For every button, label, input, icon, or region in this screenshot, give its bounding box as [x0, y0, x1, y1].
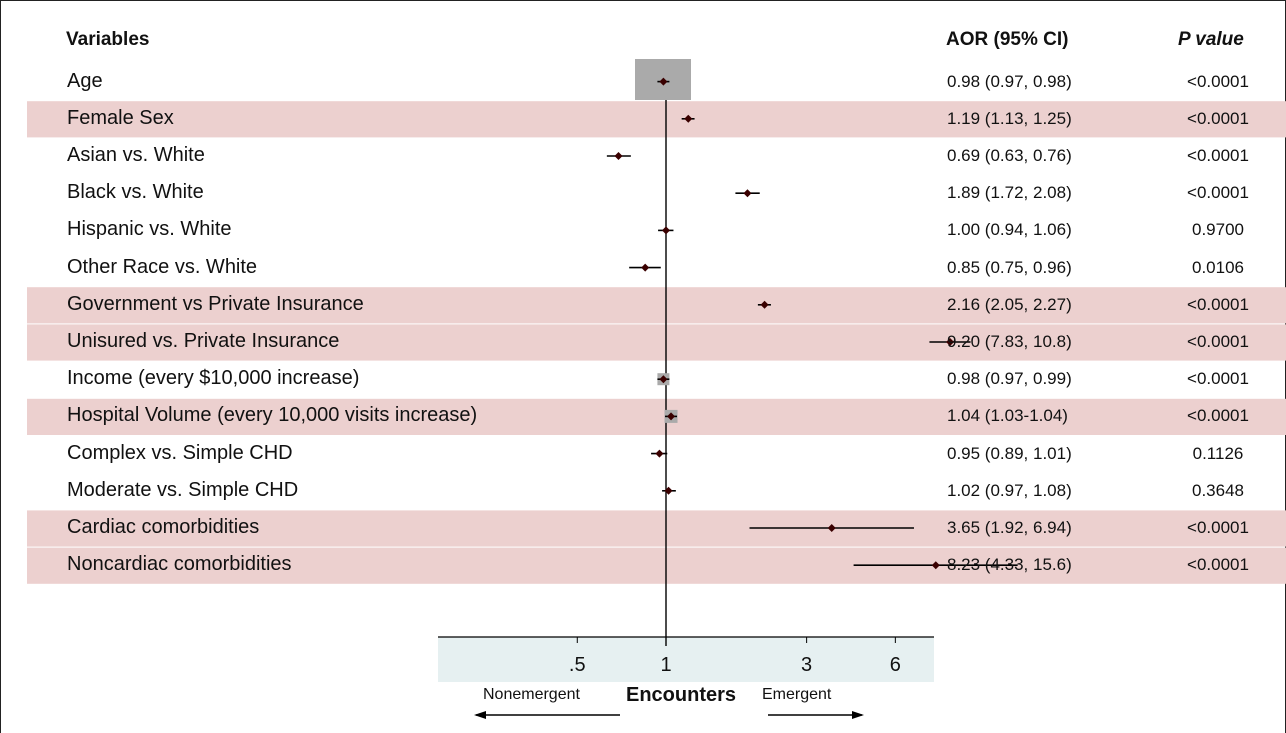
row-highlight-bands: [27, 101, 1286, 584]
x-tick-label: .5: [568, 654, 586, 676]
header-variables: Variables: [66, 29, 150, 50]
p-value: <0.0001: [1187, 108, 1249, 128]
aor-ci-value: 1.19 (1.13, 1.25): [947, 108, 1072, 128]
variable-label: Hospital Volume (every 10,000 visits inc…: [67, 404, 478, 427]
aor-ci-value: 0.98 (0.97, 0.99): [947, 369, 1072, 389]
aor-ci-value: 0.85 (0.75, 0.96): [947, 257, 1072, 277]
row-highlight-band: [27, 101, 1286, 138]
point-estimate-marker: [684, 114, 693, 123]
aor-ci-value: 8.23 (4.33, 15.6): [947, 555, 1072, 575]
row-highlight-band: [27, 324, 1286, 361]
p-value: <0.0001: [1187, 332, 1249, 351]
emergent-arrowhead: [852, 711, 864, 719]
aor-ci-value: 1.02 (0.97, 1.08): [947, 480, 1072, 500]
variable-label: Complex vs. Simple CHD: [67, 441, 293, 464]
point-estimate-marker: [659, 375, 668, 384]
point-estimate-marker: [614, 152, 623, 160]
p-value: 0.1126: [1192, 443, 1244, 463]
aor-ci-value: 0.69 (0.63, 0.76): [947, 146, 1072, 165]
point-estimate-marker: [655, 449, 664, 458]
p-value: <0.0001: [1187, 294, 1249, 314]
aor-ci-value: 0.98 (0.97, 0.98): [947, 71, 1072, 91]
point-estimate-marker: [946, 338, 955, 346]
variable-label: Government vs Private Insurance: [67, 292, 364, 315]
nonemergent-label: Nonemergent: [483, 686, 580, 703]
row-highlight-band: [27, 398, 1286, 435]
aor-ci-value: 0.95 (0.89, 1.01): [947, 443, 1072, 463]
row-highlight-band: [27, 547, 1286, 584]
x-tick-label: 1: [660, 654, 672, 676]
point-estimate-marker: [760, 300, 769, 309]
p-value: 0.0106: [1192, 257, 1244, 277]
x-axis-ticks: [576, 637, 896, 643]
row-highlight-band: [27, 510, 1286, 547]
variable-label: Cardiac comorbidities: [67, 516, 260, 538]
aor-ci-value: 9.20 (7.83, 10.8): [947, 332, 1072, 351]
p-value: <0.0001: [1187, 406, 1249, 426]
row-highlight-band: [27, 287, 1286, 324]
x-tick-label: 3: [801, 654, 813, 676]
point-estimate-marker: [659, 77, 668, 86]
aor-ci-value: 1.89 (1.72, 2.08): [947, 183, 1072, 203]
point-estimate-marker: [827, 524, 836, 532]
aor-ci-value: 2.16 (2.05, 2.27): [947, 294, 1072, 314]
axis-band: [438, 637, 934, 682]
variable-label: Black vs. White: [67, 181, 204, 204]
emergent-label: Emergent: [762, 686, 832, 703]
x-axis-title: Encounters: [626, 684, 737, 706]
variable-label: Asian vs. White: [67, 144, 205, 166]
aor-ci-value: 1.00 (0.94, 1.06): [947, 220, 1072, 240]
variable-label: Income (every $10,000 increase): [67, 367, 360, 390]
estimate-marks: [606, 59, 1018, 570]
point-estimate-marker: [662, 226, 670, 235]
header-pvalue: P value: [1178, 29, 1244, 50]
point-estimate-marker: [743, 189, 752, 198]
variable-label: Age: [67, 69, 103, 92]
p-value: <0.0001: [1187, 146, 1249, 165]
p-value: <0.0001: [1187, 71, 1249, 91]
p-value: <0.0001: [1187, 518, 1249, 537]
p-value: 0.3648: [1192, 480, 1244, 500]
point-estimate-marker: [931, 561, 940, 570]
p-value: 0.9700: [1192, 220, 1244, 240]
aor-ci-value: 1.04 (1.03-1.04): [947, 406, 1068, 426]
p-value: <0.0001: [1187, 555, 1249, 575]
header-aor: AOR (95% CI): [946, 29, 1069, 50]
variable-label: Female Sex: [67, 106, 174, 129]
aor-ci-value: 3.65 (1.92, 6.94): [947, 518, 1072, 537]
variable-label: Unisured vs. Private Insurance: [67, 330, 340, 352]
variable-label: Moderate vs. Simple CHD: [67, 478, 299, 501]
variable-label: Other Race vs. White: [67, 255, 258, 278]
variable-label: Noncardiac comorbidities: [67, 553, 292, 576]
p-value: <0.0001: [1187, 369, 1249, 389]
variable-label: Hispanic vs. White: [67, 218, 232, 241]
point-estimate-marker: [664, 486, 673, 495]
x-tick-label: 6: [889, 654, 901, 676]
point-estimate-marker: [667, 412, 676, 421]
p-value: <0.0001: [1187, 183, 1249, 203]
point-estimate-marker: [641, 263, 650, 272]
nonemergent-arrowhead: [474, 711, 486, 719]
